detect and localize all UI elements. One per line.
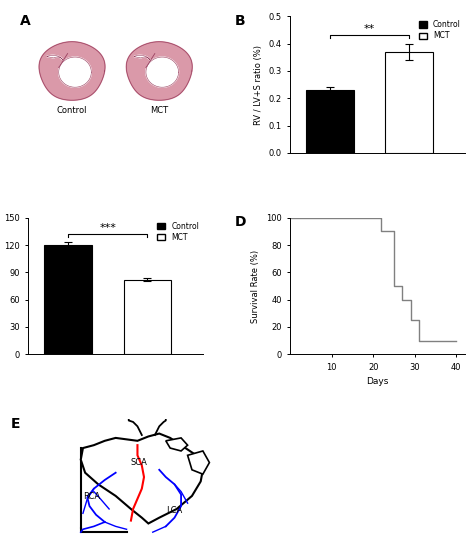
Polygon shape — [166, 438, 188, 451]
Polygon shape — [81, 434, 203, 524]
Text: A: A — [20, 14, 30, 28]
Polygon shape — [46, 55, 63, 60]
Text: E: E — [11, 417, 20, 431]
Polygon shape — [39, 41, 105, 100]
X-axis label: Days: Days — [366, 377, 389, 386]
Text: ***: *** — [99, 223, 116, 233]
Text: Control: Control — [57, 106, 87, 115]
Text: B: B — [234, 14, 245, 28]
Text: RCA: RCA — [83, 492, 100, 501]
Text: SCA: SCA — [131, 459, 148, 467]
Bar — [306, 90, 354, 153]
Polygon shape — [126, 41, 192, 100]
Bar — [124, 280, 171, 354]
Bar — [385, 52, 433, 153]
Y-axis label: RV / LV+S ratio (%): RV / LV+S ratio (%) — [254, 45, 263, 124]
Polygon shape — [146, 57, 179, 87]
Bar — [44, 245, 92, 354]
Y-axis label: Survival Rate (%): Survival Rate (%) — [251, 250, 260, 323]
Legend: Control, MCT: Control, MCT — [157, 222, 199, 242]
Polygon shape — [59, 57, 91, 87]
Legend: Control, MCT: Control, MCT — [419, 20, 461, 40]
Polygon shape — [134, 55, 150, 60]
Text: D: D — [234, 215, 246, 229]
Text: **: ** — [364, 25, 375, 34]
Text: MCT: MCT — [150, 106, 168, 115]
Text: LCA: LCA — [166, 506, 182, 515]
Polygon shape — [188, 451, 210, 474]
